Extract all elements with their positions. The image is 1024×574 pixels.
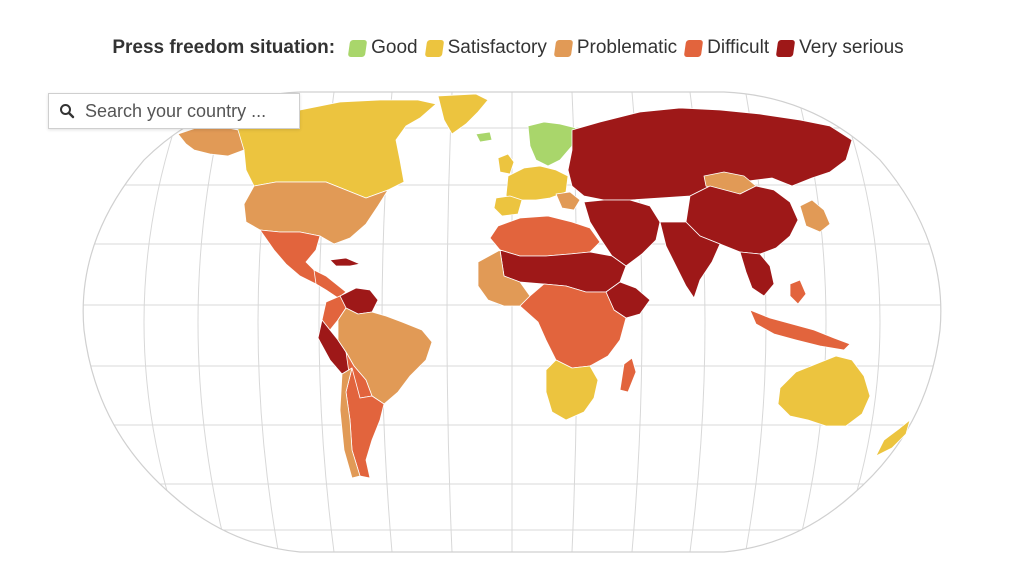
region-southeast-asia[interactable] [739,251,775,297]
region-iberia[interactable] [493,195,523,217]
region-balkans[interactable] [555,191,581,211]
region-brazil[interactable] [337,307,433,405]
region-nordic[interactable] [527,121,577,167]
countries[interactable] [177,93,911,479]
region-philippines[interactable] [789,279,807,305]
region-new-zealand[interactable] [875,419,911,457]
legend-label-good: Good [371,37,418,58]
region-indonesia-philippines[interactable] [749,309,851,351]
region-greenland[interactable] [437,93,489,135]
region-madagascar[interactable] [619,357,637,393]
legend-label-difficult: Difficult [707,37,770,58]
region-australia[interactable] [777,355,871,427]
region-korea-japan[interactable] [799,199,831,233]
legend-item-difficult: Difficult [683,37,770,59]
globe-outline [82,91,942,553]
legend-label-satisfactory: Satisfactory [447,37,547,58]
region-southern-africa[interactable] [545,359,599,421]
region-india[interactable] [659,221,721,299]
region-chile[interactable] [339,367,361,479]
legend-label-very-serious: Very serious [799,37,904,58]
region-middle-east[interactable] [583,199,661,267]
search-input[interactable] [83,99,287,123]
legend-title: Press freedom situation: [112,37,336,58]
region-uk-ireland[interactable] [497,153,515,175]
region-united-states[interactable] [243,181,389,245]
legend-label-problematic: Problematic [576,37,678,58]
search-icon [60,104,75,119]
legend-item-problematic: Problematic [553,37,678,59]
region-central-east-africa[interactable] [519,283,627,369]
legend-item-satisfactory: Satisfactory [424,37,547,59]
region-cuba[interactable] [329,257,361,267]
country-search[interactable] [48,93,300,129]
legend: Press freedom situation: Good Satisfacto… [0,30,1024,66]
region-north-africa[interactable] [489,215,601,257]
region-iceland[interactable] [475,131,493,143]
region-russia-central-asia[interactable] [567,107,853,201]
region-alaska[interactable] [177,125,245,157]
legend-item-very-serious: Very serious [775,37,904,59]
legend-item-good: Good [347,37,418,59]
